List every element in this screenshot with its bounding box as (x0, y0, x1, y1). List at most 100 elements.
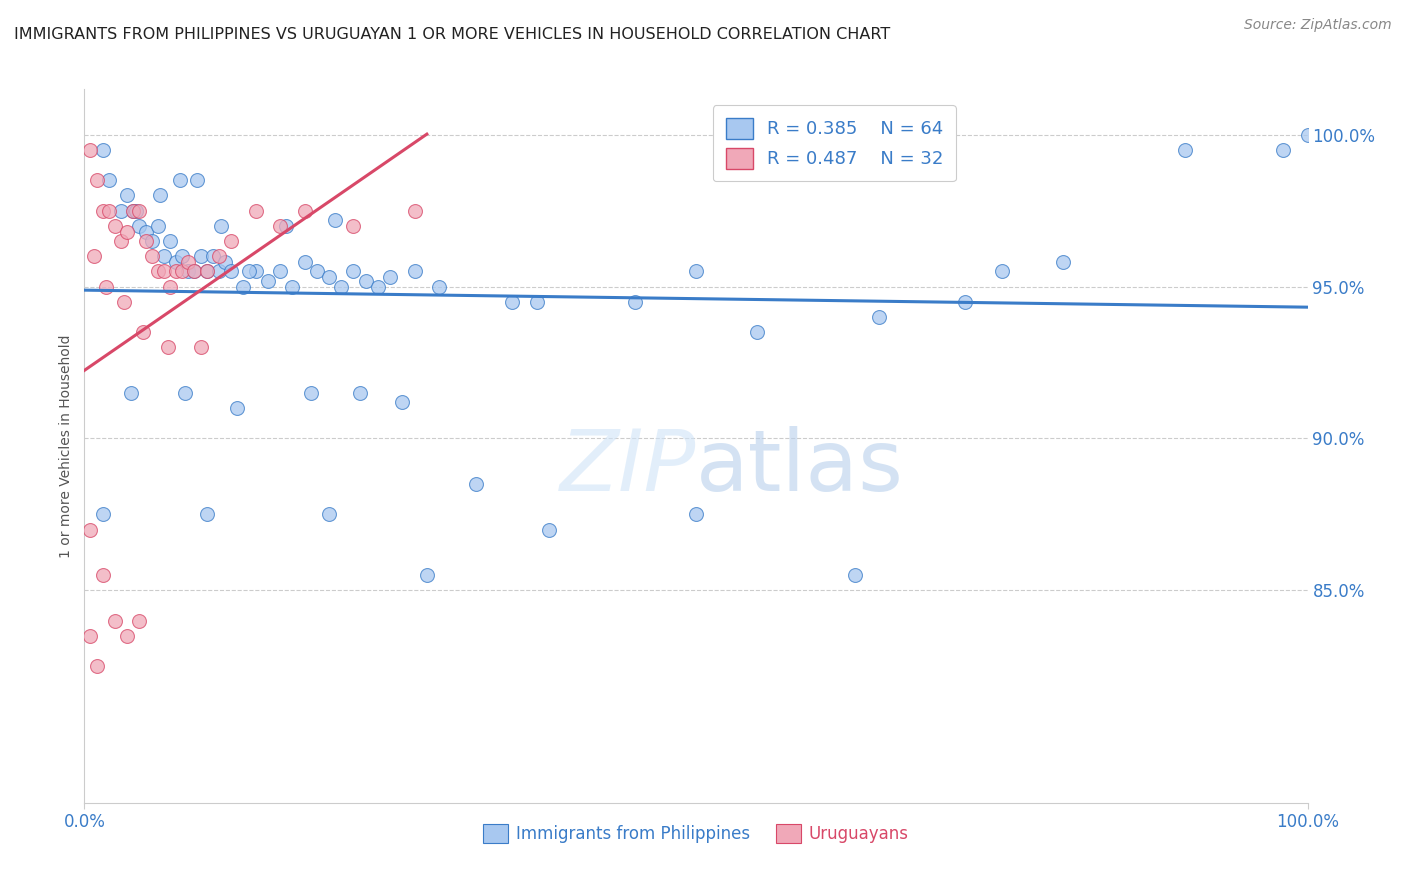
Point (685, 264, 707, 278)
Point (464, 477, 486, 491)
Point (281, 279, 304, 293)
Point (1296, 128, 1319, 142)
Point (257, 273, 280, 287)
Point (747, 325, 769, 339)
Point (172, 264, 194, 278)
Point (869, 310, 891, 324)
Point (214, 255, 236, 269)
Point (380, 270, 402, 285)
Text: IMMIGRANTS FROM PHILIPPINES VS URUGUAYAN 1 OR MORE VEHICLES IN HOUSEHOLD CORRELA: IMMIGRANTS FROM PHILIPPINES VS URUGUAYAN… (14, 27, 890, 42)
Point (305, 264, 328, 278)
Point (190, 340, 212, 354)
Text: ZIP: ZIP (560, 425, 696, 509)
Point (91, 143, 114, 157)
Y-axis label: 1 or more Vehicles in Household: 1 or more Vehicles in Household (59, 334, 73, 558)
Point (83, 249, 105, 263)
Point (208, 264, 231, 278)
Point (115, 225, 138, 239)
Point (135, 225, 157, 239)
Point (91, 203, 114, 218)
Point (91, 568, 114, 582)
Point (245, 264, 267, 278)
Point (323, 212, 346, 227)
Point (97, 173, 120, 187)
Point (177, 255, 200, 269)
Point (122, 203, 145, 218)
Point (135, 234, 157, 248)
Point (269, 219, 291, 233)
Point (404, 264, 426, 278)
Point (153, 264, 176, 278)
Point (165, 264, 187, 278)
Point (122, 203, 145, 218)
Point (190, 249, 212, 263)
Point (416, 568, 439, 582)
Point (146, 264, 169, 278)
Point (624, 294, 647, 309)
Point (391, 395, 413, 409)
Point (953, 294, 976, 309)
Point (156, 340, 179, 354)
Point (299, 385, 322, 400)
Point (342, 219, 364, 233)
Point (844, 568, 866, 582)
Point (349, 385, 371, 400)
Point (132, 325, 155, 339)
Point (104, 614, 127, 628)
Point (128, 614, 150, 628)
Point (97, 203, 120, 218)
Point (173, 385, 195, 400)
Point (226, 401, 249, 415)
Point (110, 203, 132, 218)
Point (79, 523, 101, 537)
Point (195, 508, 218, 522)
Point (209, 219, 232, 233)
Point (208, 249, 231, 263)
Point (169, 173, 191, 187)
Point (149, 188, 172, 202)
Point (526, 294, 548, 309)
Point (201, 249, 224, 263)
Point (128, 219, 150, 233)
Point (404, 203, 426, 218)
Point (120, 385, 142, 400)
Point (294, 203, 316, 218)
Point (330, 279, 353, 293)
Point (318, 508, 340, 522)
Point (91, 508, 114, 522)
Point (79, 629, 101, 643)
Point (1272, 143, 1295, 157)
Point (115, 629, 138, 643)
Point (685, 508, 707, 522)
Point (141, 249, 163, 263)
Point (125, 203, 148, 218)
Point (367, 279, 389, 293)
Point (219, 234, 242, 248)
Point (342, 264, 364, 278)
Point (538, 523, 561, 537)
Point (186, 173, 208, 187)
Point (294, 255, 316, 269)
Point (219, 264, 242, 278)
Point (427, 279, 450, 293)
Point (195, 264, 218, 278)
Point (153, 249, 176, 263)
Legend: Immigrants from Philippines, Uruguayans: Immigrants from Philippines, Uruguayans (475, 815, 917, 852)
Point (991, 264, 1014, 278)
Text: atlas: atlas (696, 425, 904, 509)
Point (110, 234, 132, 248)
Point (115, 188, 138, 202)
Point (159, 279, 181, 293)
Point (276, 219, 298, 233)
Point (502, 294, 524, 309)
Point (318, 270, 340, 285)
Point (172, 249, 194, 263)
Point (238, 264, 260, 278)
Point (79, 143, 101, 157)
Point (195, 264, 218, 278)
Point (159, 234, 181, 248)
Point (128, 203, 150, 218)
Point (86, 659, 108, 673)
Point (96, 279, 118, 293)
Point (141, 234, 163, 248)
